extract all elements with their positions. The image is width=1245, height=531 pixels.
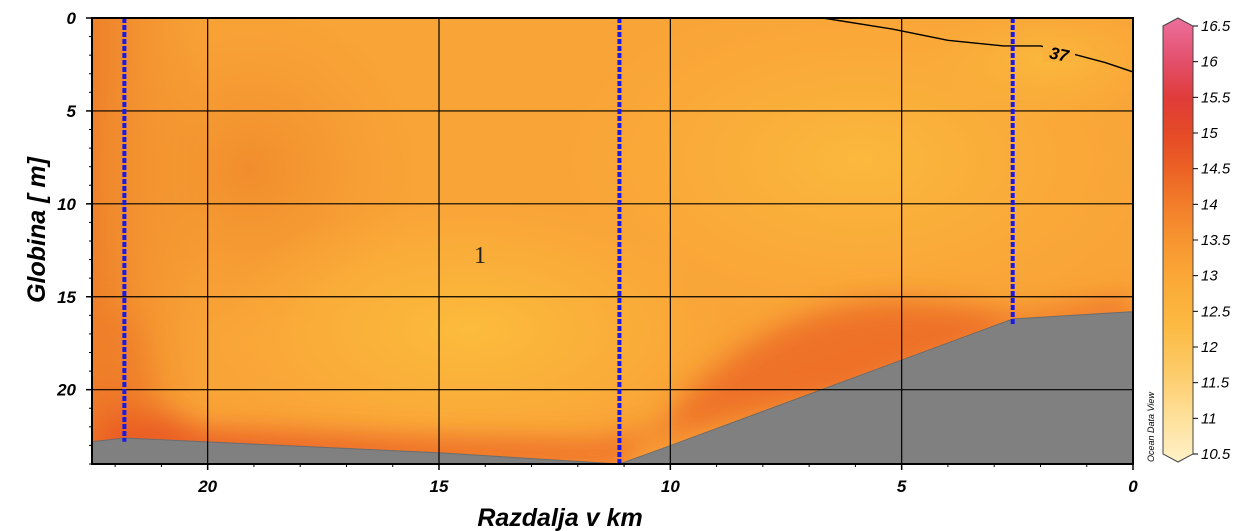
grid-lines xyxy=(92,18,1133,464)
colorbar-tick-label: 15 xyxy=(1201,125,1218,142)
colorbar-tick-label: 10.5 xyxy=(1201,446,1231,463)
colorbar-tick-label: 16.5 xyxy=(1201,18,1231,35)
station-casts xyxy=(122,18,1015,464)
odv-watermark: Ocean Data View xyxy=(1146,392,1156,462)
x-tick-label: 0 xyxy=(1128,477,1138,496)
colorbar-tick-label: 12 xyxy=(1201,339,1218,356)
colorbar-tick-label: 13.5 xyxy=(1201,232,1231,249)
colorbar: 10.5 11 11.5 12 12.5 13 13.5 14 14.5 15 15.5 16 16.5… xyxy=(1146,17,1231,463)
y-tick-label: 10 xyxy=(57,195,76,214)
colorbar-tick-label: 14 xyxy=(1201,196,1218,213)
plot-field: 37 xyxy=(92,18,1133,464)
y-tick-label: 15 xyxy=(57,288,76,307)
seafloor xyxy=(92,311,1133,464)
x-tick-label: 5 xyxy=(897,477,907,496)
y-tick-label: 5 xyxy=(67,102,77,121)
y-axis-ticks: 0 5 10 15 20 xyxy=(56,9,92,465)
x-tick-label: 20 xyxy=(197,477,217,496)
colorbar-tick-label: 11.5 xyxy=(1201,375,1230,392)
contour-label-bg xyxy=(1042,44,1075,63)
y-tick-label: 0 xyxy=(67,9,77,28)
colorbar-tick-label: 11 xyxy=(1201,410,1217,427)
colorbar-tick-label: 15.5 xyxy=(1201,89,1231,106)
x-tick-label: 15 xyxy=(430,477,449,496)
colorbar-tick-label: 12.5 xyxy=(1201,303,1231,320)
colorbar-scale xyxy=(1162,17,1194,463)
colorbar-tick-label: 16 xyxy=(1201,54,1218,71)
colorbar-ticks: 10.5 11 11.5 12 12.5 13 13.5 14 14.5 15 15.5 16 16.5 xyxy=(1193,18,1231,463)
x-axis-title: Razdalja v km xyxy=(477,504,642,531)
y-tick-label: 20 xyxy=(56,381,76,400)
contour-label: 37 xyxy=(1048,43,1072,66)
y-axis-title: Globina [ m] xyxy=(23,155,51,303)
x-tick-label: 10 xyxy=(661,477,680,496)
x-axis-ticks: 20 15 10 5 0 xyxy=(114,464,1138,496)
section-annotation: 1 xyxy=(474,243,486,269)
colorbar-tick-label: 13 xyxy=(1201,268,1218,285)
center-cool-area xyxy=(210,200,730,460)
colorbar-tick-label: 14.5 xyxy=(1201,161,1231,178)
